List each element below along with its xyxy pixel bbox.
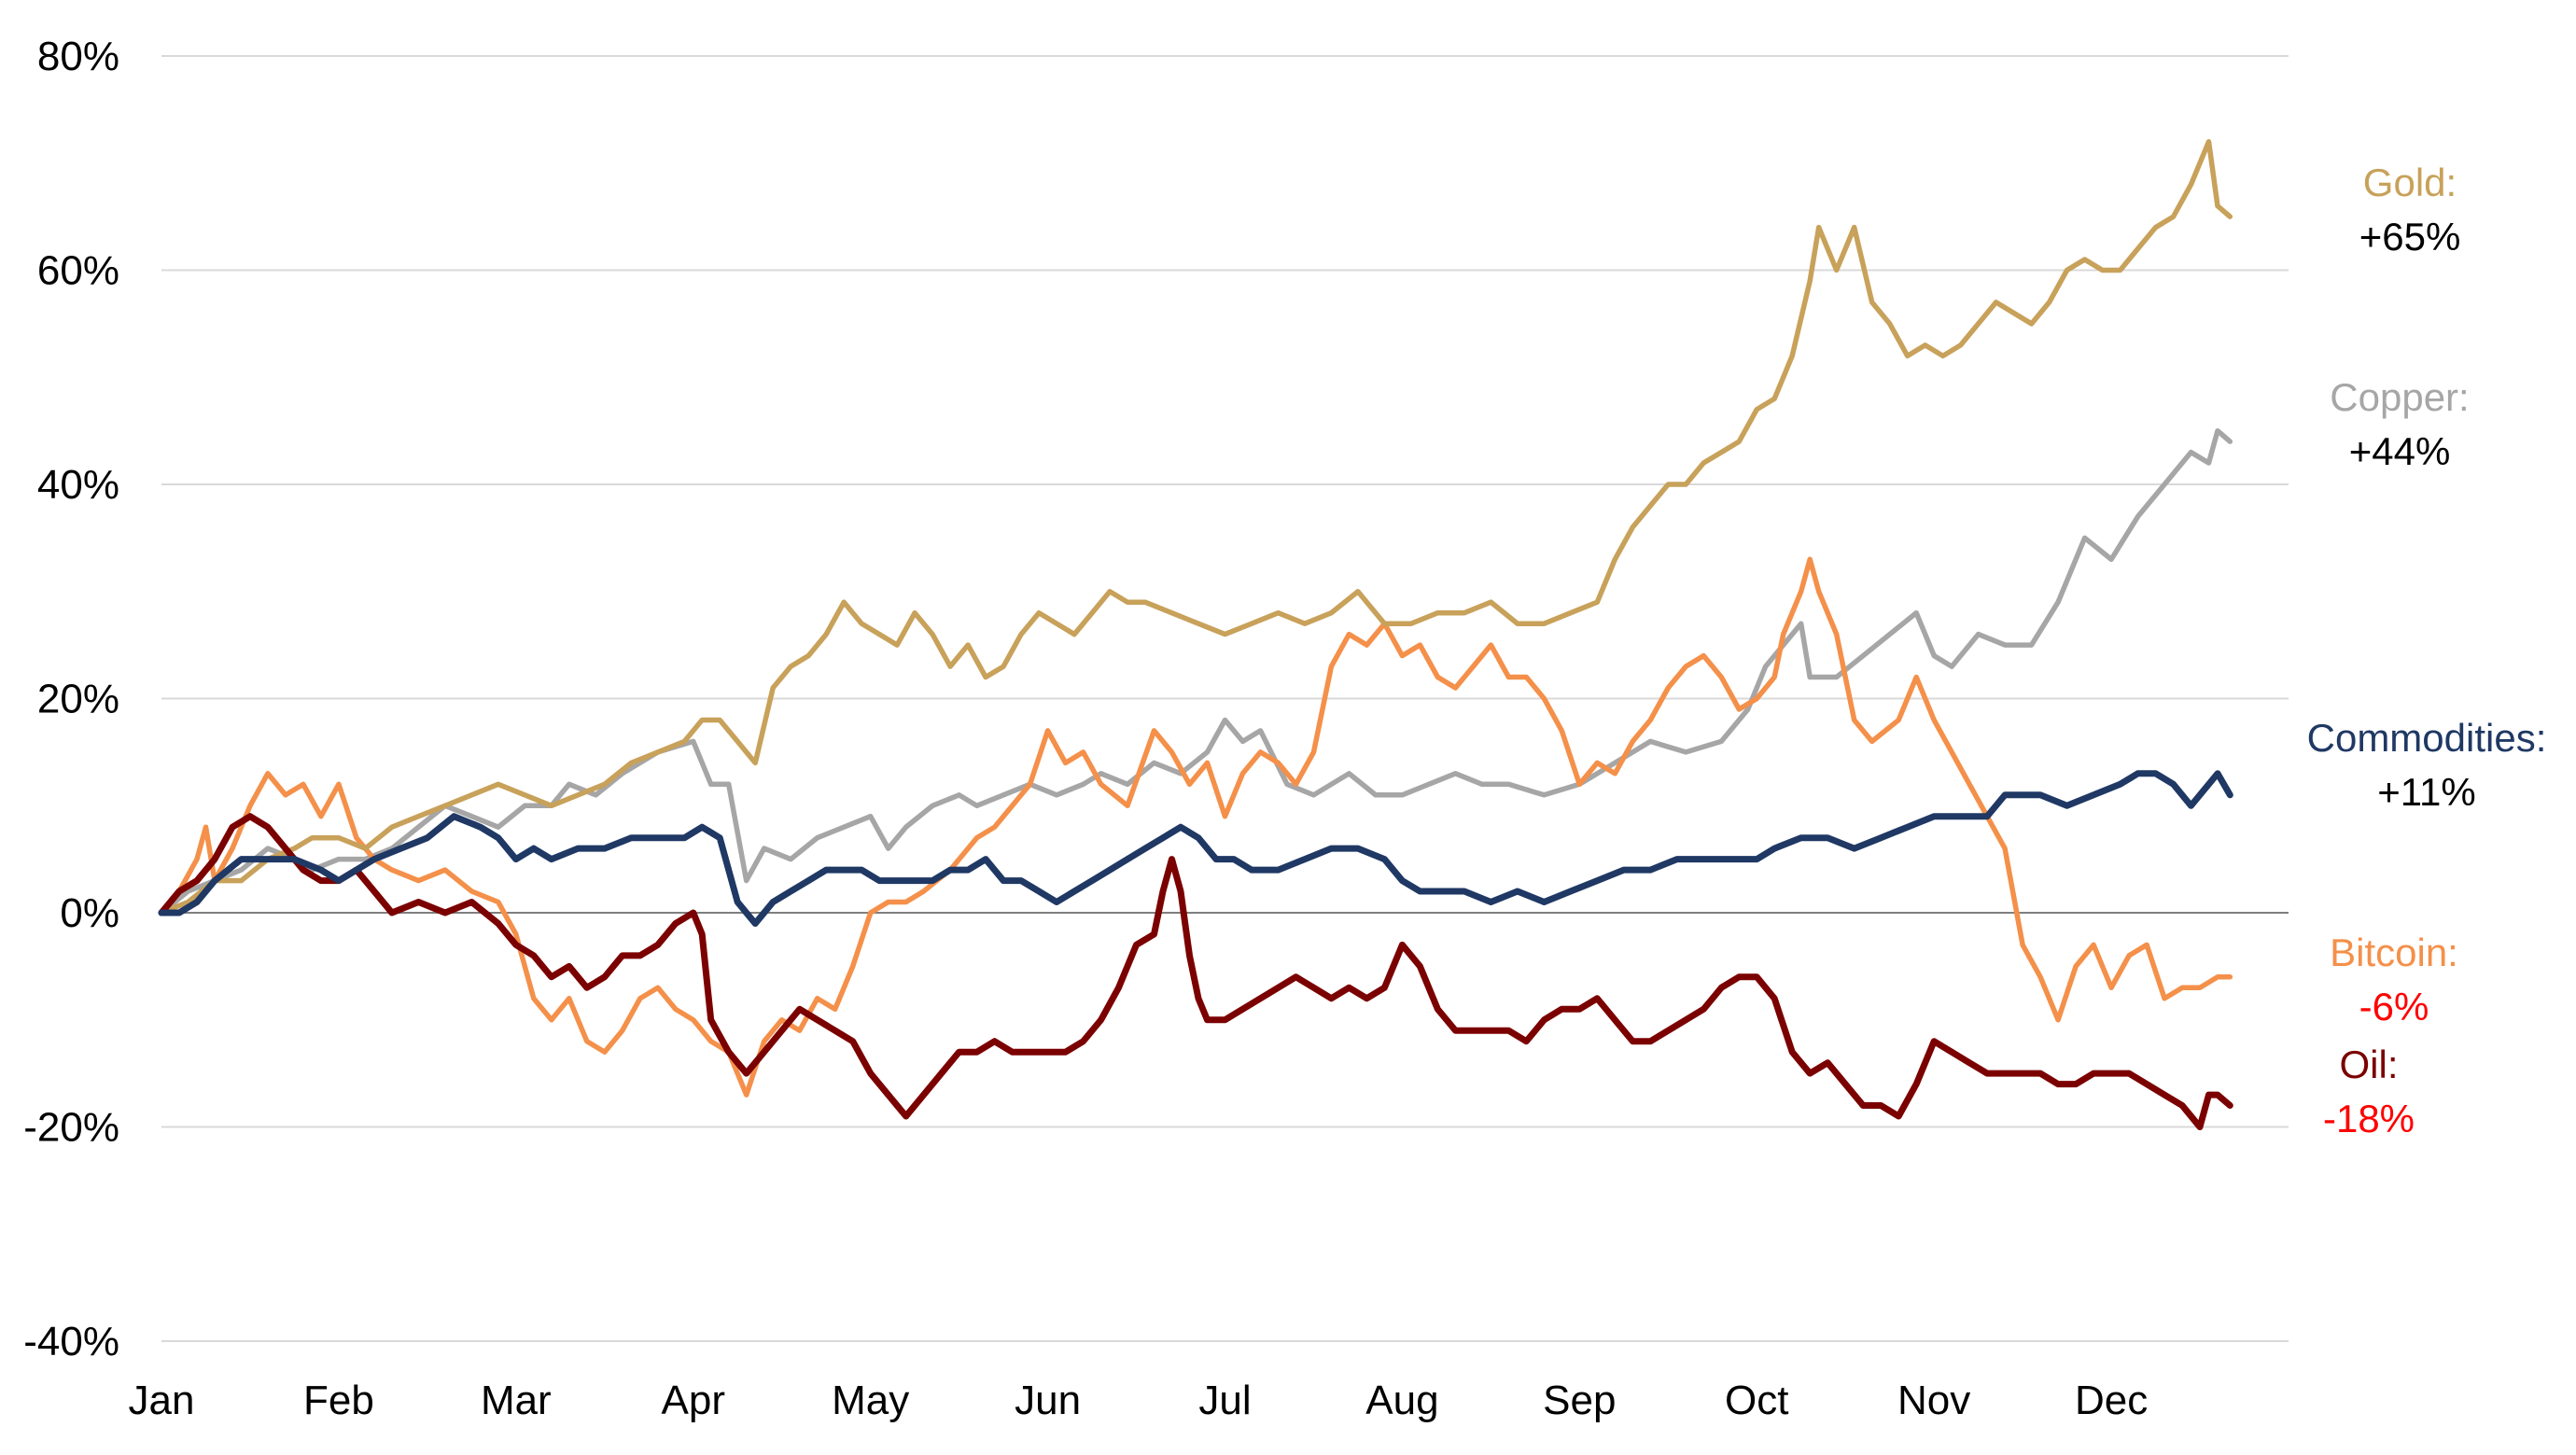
series-line-oil: [158, 813, 2233, 1130]
x-tick-label: Dec: [2075, 1378, 2148, 1423]
x-tick-label: Aug: [1365, 1378, 1438, 1423]
series-line-commodities: [158, 770, 2233, 927]
y-tick-label: 80%: [37, 34, 119, 79]
y-tick-label: 20%: [37, 677, 119, 722]
x-tick-label: Oct: [1725, 1378, 1788, 1423]
x-axis-ticks: Jan Feb Mar Apr May Jun Jul Aug Sep Oct Nov Dec: [129, 1378, 2149, 1423]
gridlines: [161, 55, 2289, 1342]
end-label-bitcoin: Bitcoin:: [2330, 930, 2458, 974]
series-line-gold: [159, 139, 2233, 916]
end-label-commodities: Commodities:: [2307, 716, 2547, 760]
x-tick-label: Nov: [1897, 1378, 1970, 1423]
y-tick-label: 60%: [37, 248, 119, 294]
series-lines: [158, 139, 2233, 1130]
x-tick-label: May: [832, 1378, 909, 1423]
x-tick-label: Sep: [1543, 1378, 1616, 1423]
end-value-commodities: +11%: [2377, 770, 2475, 814]
y-tick-label: -20%: [23, 1105, 119, 1151]
end-value-oil: -18%: [2323, 1097, 2415, 1140]
end-value-bitcoin: -6%: [2359, 985, 2429, 1028]
y-tick-label: 0%: [60, 890, 119, 936]
series-end-labels: Copper: +44% Bitcoin: -6% Gold: +65% Oil: -18% C…: [2307, 161, 2547, 1140]
end-label-gold: Gold:: [2363, 161, 2457, 204]
end-label-oil: Oil:: [2340, 1042, 2399, 1086]
series-line-bitcoin: [159, 556, 2233, 1098]
x-tick-label: Feb: [303, 1378, 374, 1423]
y-axis-ticks: 80% 60% 40% 20% 0% -20% -40%: [23, 34, 119, 1364]
x-tick-label: Jun: [1015, 1378, 1081, 1423]
end-value-copper: +44%: [2349, 429, 2451, 473]
x-tick-label: Jan: [129, 1378, 195, 1423]
end-value-gold: +65%: [2359, 215, 2461, 259]
series-line-copper: [159, 427, 2233, 916]
x-tick-label: Apr: [662, 1378, 725, 1423]
y-tick-label: -40%: [23, 1319, 119, 1364]
x-tick-label: Jul: [1198, 1378, 1251, 1423]
end-label-copper: Copper:: [2330, 375, 2469, 419]
y-tick-label: 40%: [37, 462, 119, 508]
x-tick-label: Mar: [481, 1378, 552, 1423]
